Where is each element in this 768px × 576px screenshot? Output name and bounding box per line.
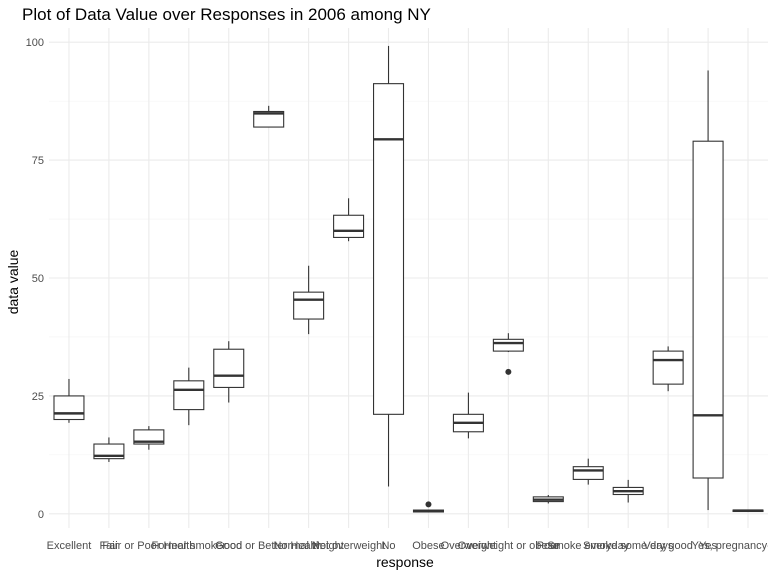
box-4 [213,341,245,403]
gridlines [49,28,768,528]
box-11 [492,333,524,375]
box-1 [93,437,125,462]
x-tick-label: Former smoker [152,540,227,552]
iqr-box [652,350,684,385]
x-tick-label: Smoke everyday [547,540,629,552]
chart-title: Plot of Data Value over Responses in 200… [22,5,431,24]
x-tick-label: Very good [643,540,693,552]
box-16 [692,70,724,511]
x-tick-label: Good [215,540,242,552]
x-tick-label: Good or Better Health [215,540,322,552]
x-tick-label: Yes, pregnancy-related [692,540,768,552]
x-tick-label: Overweight [441,540,497,552]
iqr-box [293,291,325,320]
box-13 [572,458,604,485]
outlier-point [505,368,512,375]
box-10 [452,392,484,439]
x-tick-label: Normal weight [273,540,343,552]
box-15 [652,346,684,392]
y-tick-label: 25 [32,391,44,403]
x-tick-label: Smoke some days [583,540,674,552]
box-3 [173,367,205,426]
box-5 [253,105,285,128]
x-tick-label: Yes [699,540,717,552]
y-axis-title: data value [5,249,21,314]
outlier-point [425,501,432,508]
iqr-box [692,140,724,479]
box-7 [333,198,365,242]
iqr-box [253,110,285,128]
box-17 [732,509,764,513]
box-6 [293,265,325,335]
iqr-box [333,214,365,238]
x-tick-label: Not overweight [312,540,385,552]
iqr-box [492,338,524,352]
y-tick-label: 0 [38,509,44,521]
iqr-box [372,83,405,415]
box-9 [412,501,445,513]
iqr-box [572,466,604,480]
iqr-box [53,395,85,421]
box-series [53,45,764,513]
box-12 [532,494,564,504]
iqr-box [213,348,245,388]
box-2 [133,426,165,450]
x-tick-label: Excellent [47,540,92,552]
box-8 [372,45,405,487]
x-tick-label: Fair or Poor Health [102,540,195,552]
y-tick-label: 50 [32,273,44,285]
y-tick-label: 100 [26,37,44,49]
box-14 [612,479,644,503]
iqr-box [173,380,205,411]
y-axis-ticks: 0 25 50 75 100 [26,37,44,521]
box-0 [53,378,85,423]
x-tick-label: Obese [412,540,444,552]
x-tick-label: Fair [99,540,118,552]
x-axis-title: response [376,554,434,570]
x-tick-label: Overweight or obese [458,540,560,552]
x-tick-label: Poor [537,540,561,552]
y-tick-label: 75 [32,155,44,167]
x-tick-label: No [381,540,395,552]
